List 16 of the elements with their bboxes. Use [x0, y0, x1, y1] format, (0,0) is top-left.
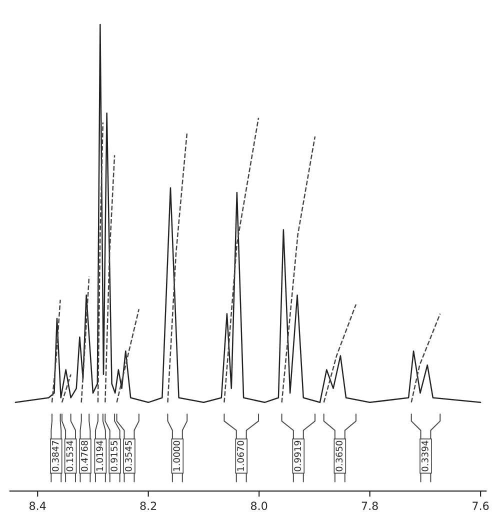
annotation: 0.3650: [336, 440, 343, 472]
annotation: 1.0194: [96, 440, 104, 471]
x-tick-label: 8.0: [250, 502, 268, 510]
x-tick-label: 8.4: [30, 502, 46, 510]
annotation: 1.0670: [237, 440, 244, 471]
annotation: 0.3847: [52, 441, 59, 472]
annotation: 0.1534: [66, 440, 74, 472]
annotation: 0.9155: [110, 441, 118, 472]
annotation: 1.0000: [173, 440, 180, 471]
x-tick-label: 8.2: [140, 502, 156, 510]
annotation: 0.9919: [294, 440, 302, 472]
annotation: 0.3394: [422, 440, 428, 472]
annotation: 0.3545: [125, 441, 132, 472]
x-tick-label: 7.8: [362, 502, 378, 510]
annotation: 0.4768: [81, 440, 88, 472]
x-tick-label: 7.6: [472, 502, 489, 510]
